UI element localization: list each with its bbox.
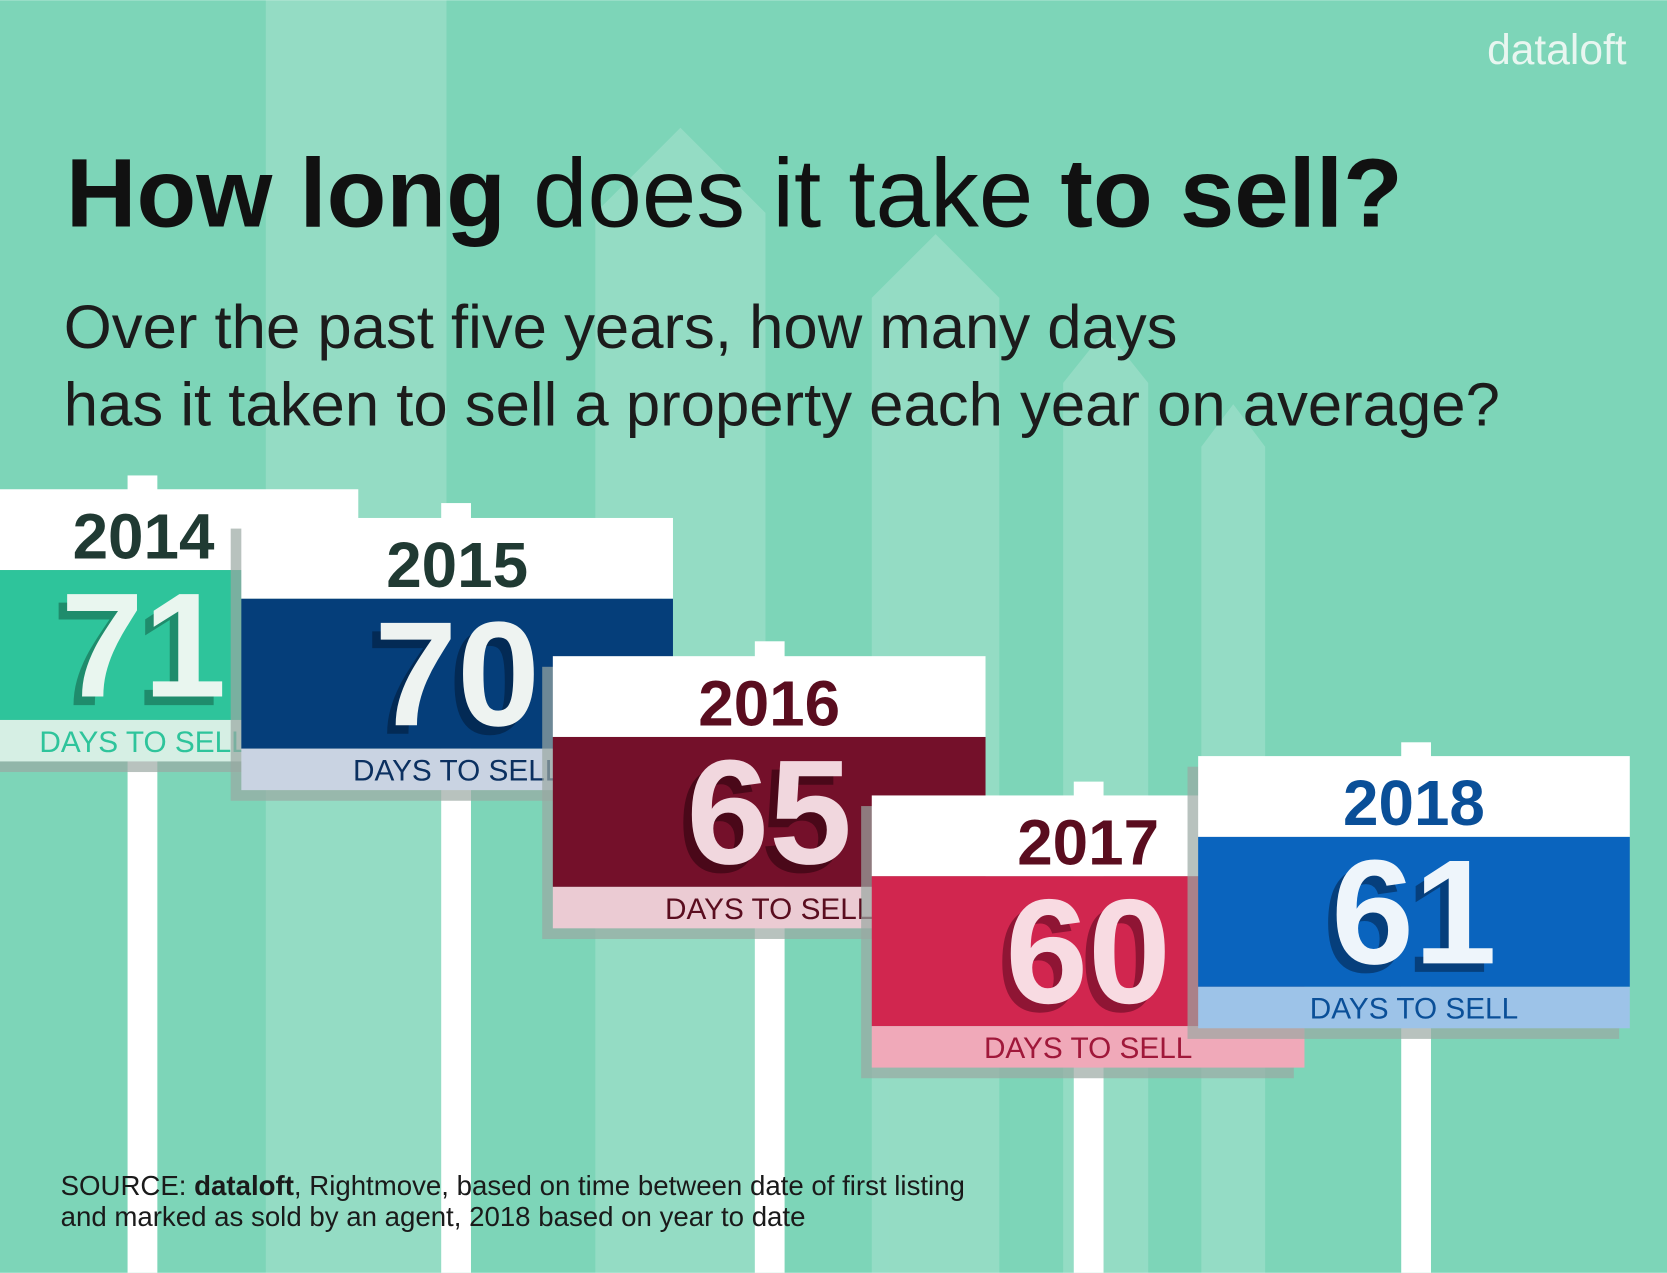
sign-top: [552, 656, 986, 737]
source-line: SOURCE: dataloft, Rightmove, based on ti…: [61, 1170, 965, 1201]
sign-foot: [1198, 986, 1630, 1029]
title-part: to sell?: [1060, 138, 1402, 248]
sign-top: [241, 517, 673, 599]
sign-top: [1198, 756, 1630, 837]
sign-days: 61: [1331, 828, 1497, 995]
sign-year: 2015: [386, 529, 528, 601]
sign-days-shadow: 61: [1323, 837, 1489, 1004]
sign-days-shadow: 60: [997, 876, 1163, 1043]
subtitle: Over the past five years, how many days h…: [64, 293, 1500, 440]
sign-days-shadow: 65: [678, 737, 844, 904]
sign-days-shadow: 71: [52, 570, 218, 737]
subtitle-line: Over the past five years, how many days: [64, 293, 1178, 362]
title-part: How long: [66, 138, 506, 248]
sign-band: [1198, 836, 1630, 987]
source-line: and marked as sold by an agent, 2018 bas…: [61, 1201, 806, 1232]
sign-label: DAYS TO SELL: [984, 1032, 1192, 1065]
title: How long does it take to sell?: [66, 138, 1403, 248]
sign-days-shadow: 70: [366, 599, 532, 766]
sign-label: DAYS TO SELL: [353, 755, 561, 788]
subtitle-line: has it taken to sell a property each yea…: [64, 370, 1500, 439]
brand-logo: dataloft: [1487, 27, 1627, 74]
source-part: and marked as sold by an agent, 2018 bas…: [61, 1201, 806, 1232]
sign-label: DAYS TO SELL: [39, 726, 247, 759]
sign-days: 71: [61, 562, 227, 729]
sign-year: 2016: [698, 667, 840, 739]
title-part: does it take: [506, 138, 1061, 248]
sign-days: 65: [686, 728, 852, 895]
sign-label: DAYS TO SELL: [665, 893, 873, 926]
sign-days: 60: [1005, 868, 1171, 1035]
sign-year: 2017: [1017, 807, 1159, 879]
source-part: , Rightmove, based on time between date …: [294, 1170, 965, 1201]
sign-label: DAYS TO SELL: [1310, 993, 1518, 1026]
sign-year: 2014: [73, 500, 215, 572]
sign-year: 2018: [1343, 767, 1485, 839]
source-part: SOURCE:: [61, 1170, 195, 1201]
sign-days: 70: [374, 590, 540, 757]
source-part: dataloft: [194, 1170, 294, 1201]
source: SOURCE: dataloft, Rightmove, based on ti…: [61, 1170, 965, 1232]
